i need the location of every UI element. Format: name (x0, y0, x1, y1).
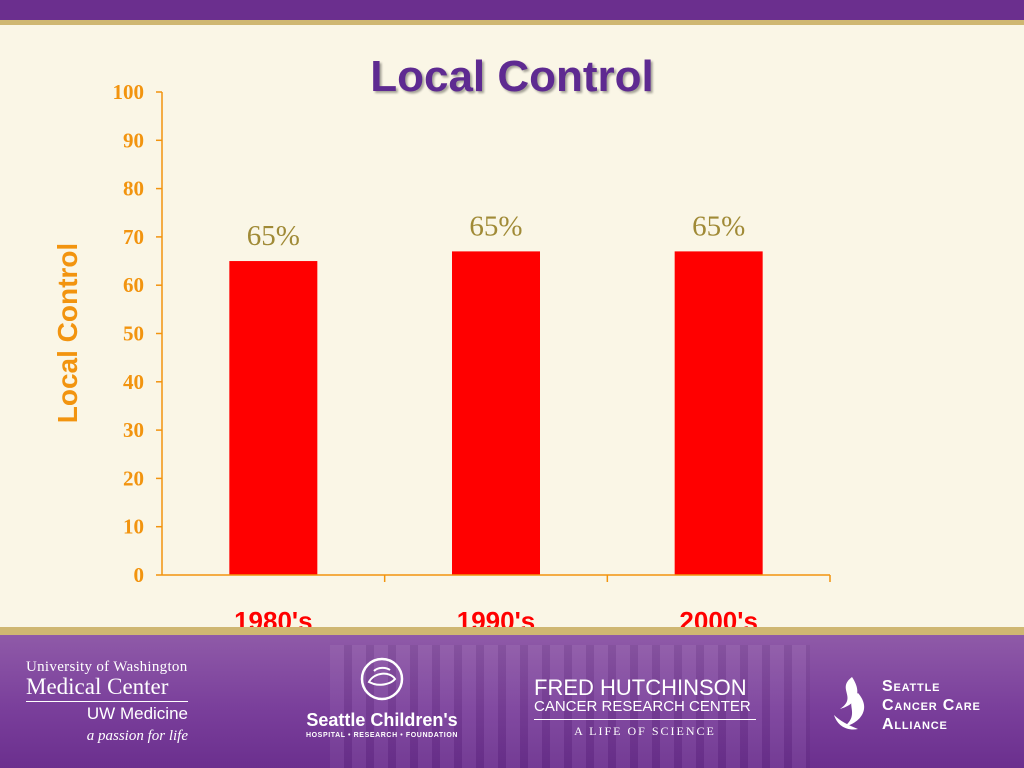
bar-2 (674, 251, 763, 575)
seattle-childrens-logo: Seattle Children's HOSPITAL • RESEARCH •… (292, 657, 472, 739)
scca-line1: Seattle (882, 678, 941, 695)
footer-building-texture (330, 645, 810, 768)
bar-0 (229, 261, 318, 575)
footer-band: University of Washington Medical Center … (0, 635, 1024, 768)
data-label-2: 65% (692, 210, 745, 242)
y-tick-label: 60 (123, 273, 144, 297)
uw-tagline: a passion for life (86, 728, 188, 744)
y-tick-label: 20 (123, 466, 144, 490)
y-tick-label: 90 (123, 128, 144, 152)
top-gold-rule (0, 20, 1024, 25)
data-label-0: 65% (247, 220, 300, 252)
uw-medicine-logo: University of Washington Medical Center … (26, 659, 196, 745)
bar-1 (452, 251, 540, 575)
y-tick-label: 40 (123, 370, 144, 394)
scca-line2: Cancer Care (882, 697, 981, 714)
scca-line3: Alliance (882, 716, 948, 733)
top-purple-band (0, 0, 1024, 20)
uw-line1: University of Washington (26, 659, 188, 675)
uw-rule (26, 701, 188, 702)
fred-hutch-logo: FRED HUTCHINSON CANCER RESEARCH CENTER A… (534, 675, 764, 739)
fred-hutch-rule (534, 719, 756, 720)
fred-hutch-tagline: A LIFE OF SCIENCE (574, 724, 716, 738)
seattle-childrens-tagline: HOSPITAL • RESEARCH • FOUNDATION (305, 732, 459, 739)
data-label-1: 65% (469, 210, 522, 242)
bottom-gold-rule (0, 627, 1024, 635)
y-tick-label: 100 (113, 80, 145, 104)
y-tick-label: 70 (123, 225, 144, 249)
y-tick-label: 80 (123, 177, 144, 201)
slide-title: Local Control (370, 52, 654, 101)
y-tick-label: 0 (134, 563, 145, 587)
y-tick-label: 50 (123, 322, 144, 346)
y-tick-label: 30 (123, 418, 144, 442)
y-tick-label: 10 (123, 515, 144, 539)
seattle-childrens-name: Seattle Children's (306, 710, 458, 730)
uw-line3: UW Medicine (86, 704, 188, 723)
whale-icon (360, 657, 404, 701)
uw-line2: Medical Center (26, 674, 169, 699)
fred-hutch-line2: CANCER RESEARCH CENTER (534, 698, 751, 715)
scca-name: Seattle Cancer Care Alliance (882, 677, 981, 734)
flame-icon (834, 677, 865, 730)
fred-hutch-line1: FRED HUTCHINSON (534, 675, 747, 700)
